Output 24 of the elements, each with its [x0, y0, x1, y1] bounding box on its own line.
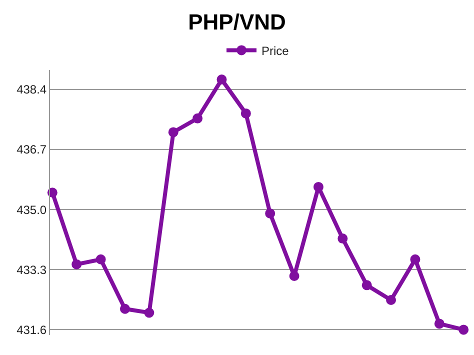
point: [240, 108, 251, 118]
point: [144, 308, 154, 318]
point: [313, 182, 324, 192]
point: [458, 324, 469, 335]
chart-title: PHP/VND: [188, 10, 286, 35]
point: [410, 254, 420, 264]
point: [168, 127, 178, 138]
y-tick-label: 433.3: [16, 262, 47, 277]
y-tick-label: 436.7: [16, 142, 47, 157]
point: [362, 280, 372, 290]
point: [386, 295, 396, 306]
point: [289, 270, 300, 281]
point: [120, 304, 130, 314]
point: [216, 74, 227, 85]
point: [72, 259, 82, 270]
legend-label: Price: [262, 44, 290, 58]
y-tick-label: 431.6: [16, 322, 47, 337]
y-tick-label: 438.4: [16, 82, 47, 97]
point: [338, 234, 348, 244]
y-tick-label: 435.0: [16, 202, 47, 217]
point: [434, 318, 444, 329]
point: [265, 208, 276, 218]
point: [192, 113, 203, 124]
point: [96, 254, 106, 264]
